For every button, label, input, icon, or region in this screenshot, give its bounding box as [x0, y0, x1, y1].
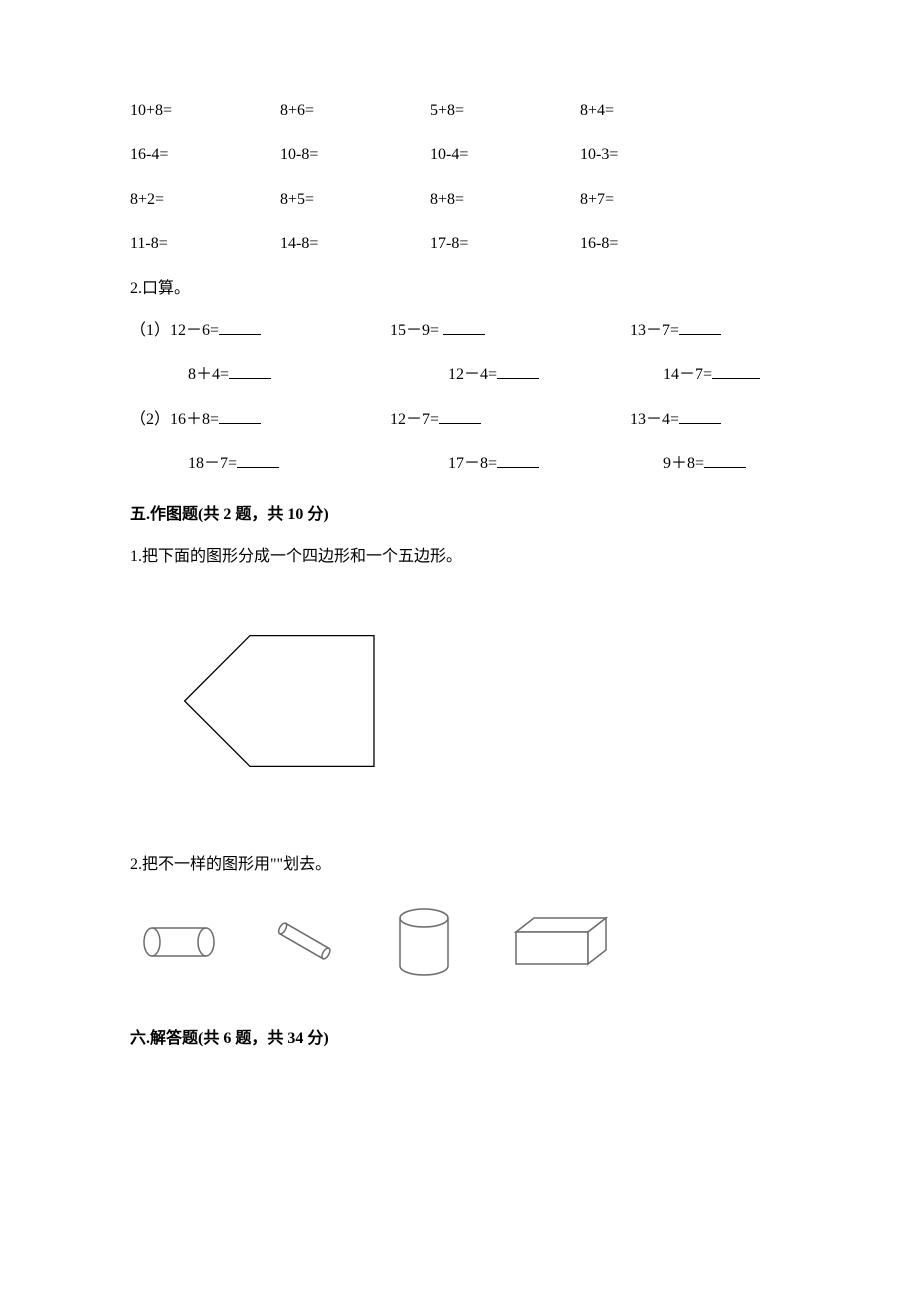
pencil-cylinder-icon [276, 907, 336, 977]
grid-cell: 8+5= [280, 189, 430, 211]
q2-expr: 13－4= [630, 411, 679, 428]
grid-cell: 8+7= [580, 189, 730, 211]
q2-cell: 13－7= [630, 320, 830, 342]
grid-cell: 10-4= [430, 144, 580, 166]
section5-q2: 2.把不一样的图形用""划去。 [130, 854, 790, 876]
grid-cell: 10-8= [280, 144, 430, 166]
q2-expr: 15－9= [390, 322, 439, 339]
grid-cell: 10+8= [130, 100, 280, 122]
grid-cell: 8+4= [580, 100, 730, 122]
arithmetic-grid: 10+8= 8+6= 5+8= 8+4= 16-4= 10-8= 10-4= 1… [130, 100, 790, 256]
section5-q1: 1.把下面的图形分成一个四边形和一个五边形。 [130, 546, 790, 568]
grid-row: 10+8= 8+6= 5+8= 8+4= [130, 100, 790, 122]
grid-cell: 11-8= [130, 233, 280, 255]
q2-row: （2）16＋8= 12－7= 13－4= [130, 409, 790, 431]
answer-blank [229, 365, 271, 379]
answer-blank [679, 321, 721, 335]
cuboid-icon [512, 914, 612, 970]
q2-cell: 12－7= [390, 409, 630, 431]
horizontal-cylinder-icon [140, 922, 218, 962]
q2-cell: （2）16＋8= [130, 409, 390, 431]
pentagon-shape [185, 636, 374, 767]
grid-cell: 17-8= [430, 233, 580, 255]
section6-header: 六.解答题(共 6 题，共 34 分) [130, 1028, 790, 1050]
q2-cell: 9＋8= [663, 453, 863, 475]
q2-expr: 17－8= [448, 455, 497, 472]
answer-blank [497, 454, 539, 468]
q2-expr: 16＋8= [170, 411, 219, 428]
q2-expr: 13－7= [630, 322, 679, 339]
vertical-cylinder-icon [394, 906, 454, 978]
answer-blank [439, 410, 481, 424]
section5-header: 五.作图题(共 2 题，共 10 分) [130, 504, 790, 526]
grid-row: 8+2= 8+5= 8+8= 8+7= [130, 189, 790, 211]
q2-cell: 15－9= [390, 320, 630, 342]
grid-row: 16-4= 10-8= 10-4= 10-3= [130, 144, 790, 166]
answer-blank [704, 454, 746, 468]
answer-blank [679, 410, 721, 424]
grid-cell: 16-8= [580, 233, 730, 255]
answer-blank [219, 410, 261, 424]
grid-cell: 8+6= [280, 100, 430, 122]
q2-expr: 12－7= [390, 411, 439, 428]
pentagon-figure [130, 596, 790, 813]
q2-cell: 17－8= [448, 453, 663, 475]
grid-row: 11-8= 14-8= 17-8= 16-8= [130, 233, 790, 255]
answer-blank [712, 365, 760, 379]
q2-part2-label: （2） [130, 411, 170, 428]
q2-cell: 12－4= [448, 364, 663, 386]
answer-blank [219, 321, 261, 335]
q2-label: 2.口算。 [130, 278, 790, 300]
q2-expr: 12－4= [448, 366, 497, 383]
q2-cell: 8＋4= [188, 364, 448, 386]
grid-cell: 8+2= [130, 189, 280, 211]
q2-cell: 14－7= [663, 364, 863, 386]
pentagon-icon [130, 596, 420, 806]
q2-cell: 13－4= [630, 409, 830, 431]
q2-cell: （1）12－6= [130, 320, 390, 342]
answer-blank [237, 454, 279, 468]
q2-cell: 18－7= [188, 453, 448, 475]
q2-expr: 18－7= [188, 455, 237, 472]
answer-blank [497, 365, 539, 379]
grid-cell: 5+8= [430, 100, 580, 122]
q2-expr: 8＋4= [188, 366, 229, 383]
q2-expr: 14－7= [663, 366, 712, 383]
shapes-row [140, 906, 790, 978]
answer-blank [443, 321, 485, 335]
q2-expr: 9＋8= [663, 455, 704, 472]
q2-row: 8＋4= 12－4= 14－7= [130, 364, 790, 386]
grid-cell: 8+8= [430, 189, 580, 211]
q2-row: （1）12－6= 15－9= 13－7= [130, 320, 790, 342]
grid-cell: 14-8= [280, 233, 430, 255]
q2-expr: 12－6= [170, 322, 219, 339]
grid-cell: 10-3= [580, 144, 730, 166]
q2-row: 18－7= 17－8= 9＋8= [130, 453, 790, 475]
q2-part1-label: （1） [130, 322, 170, 339]
grid-cell: 16-4= [130, 144, 280, 166]
